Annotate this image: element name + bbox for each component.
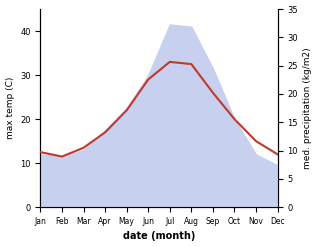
X-axis label: date (month): date (month)	[123, 231, 195, 242]
Y-axis label: max temp (C): max temp (C)	[5, 77, 15, 139]
Y-axis label: med. precipitation (kg/m2): med. precipitation (kg/m2)	[303, 47, 313, 169]
